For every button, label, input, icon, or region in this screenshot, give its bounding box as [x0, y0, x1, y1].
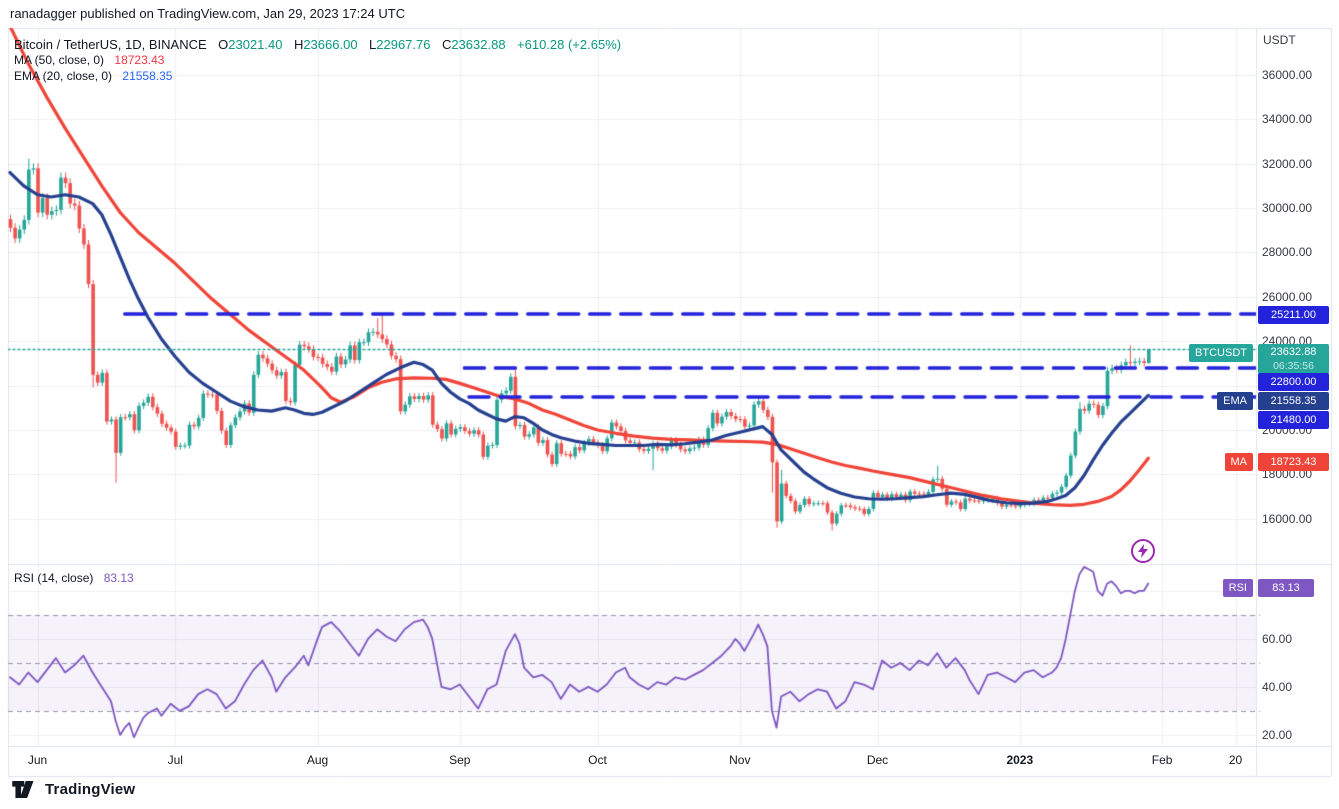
time-axis-label: Jun: [27, 753, 48, 767]
price-tick-label: 28000.00: [1262, 245, 1313, 260]
ema-label: EMA (20, close, 0): [14, 69, 113, 83]
time-axis-label: Nov: [729, 753, 751, 767]
symbol-legend-row[interactable]: Bitcoin / TetherUS, 1D, BINANCE O23021.4…: [14, 36, 621, 54]
ma-legend-row[interactable]: MA (50, close, 0) 18723.43: [14, 53, 164, 67]
rsi-tick-label: 40.00: [1262, 679, 1293, 694]
rsi-tick-label: 20.00: [1262, 727, 1293, 742]
ma-price-badge: 18723.43: [1258, 453, 1329, 471]
tradingview-brand-text: TradingView: [45, 781, 136, 798]
price-scale-currency: USDT: [1263, 33, 1296, 47]
time-axis-label: 2023: [1006, 753, 1034, 767]
price-tick-label: 16000.00: [1262, 511, 1313, 526]
ohlc-high-value: 23666.00: [303, 37, 358, 52]
time-axis-label: Dec: [866, 753, 889, 767]
ema-price-badge: 21558.35: [1258, 392, 1329, 410]
ohlc-open-value: 23021.40: [228, 37, 283, 52]
price-tick-label: 26000.00: [1262, 289, 1313, 304]
price-tick-label: 30000.00: [1262, 201, 1313, 216]
ohlc-low-label: L: [369, 37, 377, 52]
price-tick-label: 36000.00: [1262, 67, 1313, 82]
rsi-value-badge: 83.13: [1258, 579, 1314, 597]
time-axis-label: Jul: [167, 753, 183, 767]
price-tick-label: 32000.00: [1262, 156, 1313, 171]
bar-countdown: 06:35:56: [1273, 360, 1314, 372]
rsi-label: RSI (14, close): [14, 571, 94, 585]
publish-title: ranadagger published on TradingView.com,…: [10, 6, 406, 21]
ema-marker-badge: EMA: [1217, 392, 1253, 410]
tradingview-logo[interactable]: TradingView: [12, 781, 135, 798]
last-price-value: 23632.88: [1270, 346, 1317, 358]
time-axis-label: Feb: [1151, 753, 1173, 767]
ohlc-close-label: C: [441, 37, 452, 52]
ohlc-low-value: 22967.76: [376, 37, 431, 52]
ema-legend-row[interactable]: EMA (20, close, 0) 21558.35: [14, 69, 172, 83]
symbol-name: Bitcoin / TetherUS, 1D, BINANCE: [14, 37, 207, 52]
support-price-badge-21480: 21480.00: [1258, 411, 1329, 429]
ema-value: 21558.35: [122, 69, 173, 83]
change-value: +610.28 (+2.65%): [517, 37, 622, 52]
rsi-marker-badge: RSI: [1222, 579, 1253, 597]
ohlc-high-label: H: [293, 37, 304, 52]
ma-label: MA (50, close, 0): [14, 53, 105, 67]
time-axis-label: Oct: [588, 753, 607, 767]
resistance-price-badge-25211: 25211.00: [1258, 306, 1329, 324]
rsi-value: 83.13: [103, 571, 134, 585]
lightning-icon: [1138, 544, 1148, 558]
time-axis-label: Aug: [306, 753, 329, 767]
ohlc-close-value: 23632.88: [451, 37, 506, 52]
flash-marker[interactable]: [1131, 539, 1155, 563]
resistance-price-badge-22800: 22800.00: [1258, 373, 1329, 391]
rsi-legend-row[interactable]: RSI (14, close) 83.13: [14, 571, 134, 585]
tradingview-mark-icon: [12, 781, 34, 798]
time-axis-label: Sep: [449, 753, 471, 767]
ma-value: 18723.43: [114, 53, 165, 67]
rsi-tick-label: 60.00: [1262, 631, 1293, 646]
last-price-badge: 23632.88 06:35:56: [1258, 344, 1329, 374]
time-axis-label: 20: [1228, 753, 1243, 767]
symbol-marker-badge: BTCUSDT: [1189, 344, 1253, 362]
ohlc-open-label: O: [218, 37, 229, 52]
price-tick-label: 34000.00: [1262, 112, 1313, 127]
ma-marker-badge: MA: [1224, 453, 1253, 471]
